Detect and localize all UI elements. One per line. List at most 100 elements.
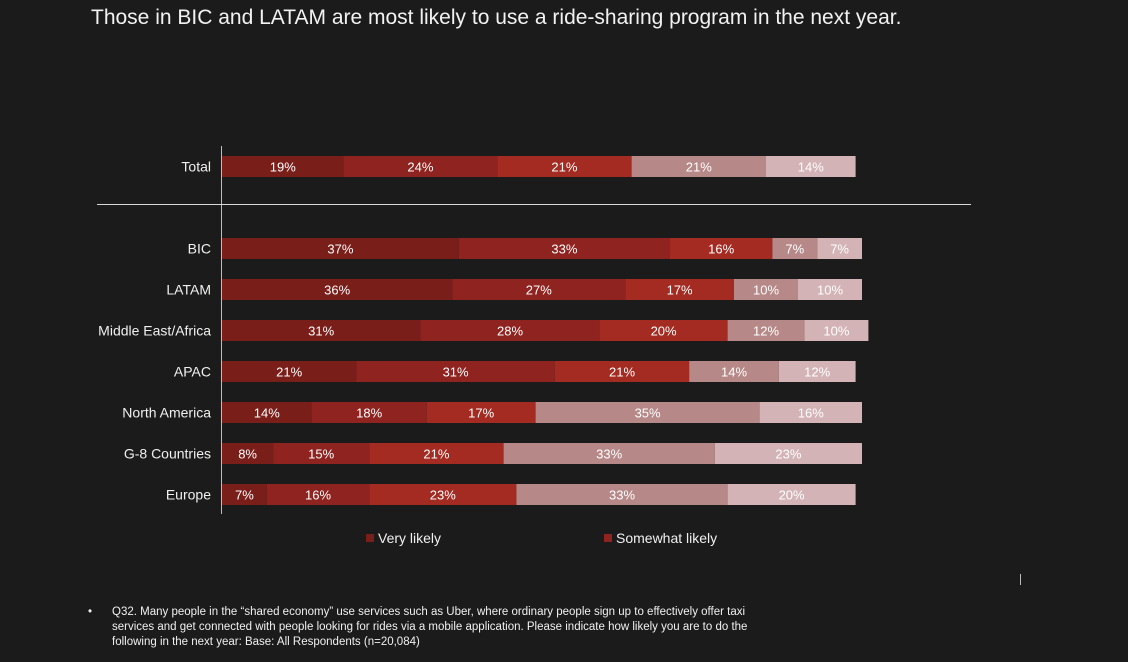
data-label-north-america-5: 16% bbox=[798, 406, 824, 421]
bar-segment-total-4 bbox=[631, 156, 766, 177]
data-label-latam-2: 27% bbox=[526, 283, 552, 298]
data-label-apac-3: 21% bbox=[609, 365, 635, 380]
data-label-europe-4: 33% bbox=[609, 488, 635, 503]
bar-segment-north-america-4 bbox=[535, 402, 760, 423]
chart-title: Those in BIC and LATAM are most likely t… bbox=[91, 6, 902, 29]
bar-segment-europe-4 bbox=[516, 484, 728, 505]
footnote: • Q32. Many people in the “shared econom… bbox=[88, 605, 788, 650]
bar-segment-middle-east-africa-3 bbox=[599, 320, 728, 341]
data-label-bic-5: 7% bbox=[830, 242, 849, 257]
legend-item-very-likely: Very likely bbox=[366, 530, 441, 546]
bar-segment-bic-4 bbox=[772, 238, 818, 259]
bar-segment-apac-2 bbox=[356, 361, 555, 382]
bar-segment-g-8-countries-2 bbox=[273, 443, 370, 464]
bar-segment-latam-1 bbox=[222, 279, 453, 300]
footnote-text: Q32. Many people in the “shared economy”… bbox=[112, 606, 748, 648]
data-label-apac-1: 21% bbox=[276, 365, 302, 380]
legend-swatch-somewhat-likely bbox=[604, 534, 612, 542]
footnote-bullet: • bbox=[88, 606, 93, 618]
data-label-apac-4: 14% bbox=[721, 365, 747, 380]
bar-segment-north-america-5 bbox=[759, 402, 862, 423]
data-label-g-8-countries-5: 23% bbox=[775, 447, 801, 462]
bar-segment-bic-5 bbox=[817, 238, 862, 259]
category-label-europe: Europe bbox=[166, 487, 211, 503]
data-label-north-america-4: 35% bbox=[635, 406, 661, 421]
bar-segment-g-8-countries-3 bbox=[369, 443, 504, 464]
legend-label-very-likely: Very likely bbox=[378, 530, 441, 546]
bar-segment-total-3 bbox=[497, 156, 632, 177]
legend-label-somewhat-likely: Somewhat likely bbox=[616, 530, 717, 546]
bar-segment-apac-1 bbox=[222, 361, 357, 382]
bar-segment-g-8-countries-1 bbox=[222, 443, 274, 464]
bar-segment-apac-5 bbox=[778, 361, 856, 382]
data-label-north-america-3: 17% bbox=[468, 406, 494, 421]
data-label-middle-east-africa-3: 20% bbox=[651, 324, 677, 339]
bar-row-apac: 21% 31% 21% 14% 12% bbox=[222, 361, 856, 382]
bar-row-europe: 7% 16% 23% 33% 20% bbox=[222, 484, 856, 505]
category-label-apac: APAC bbox=[174, 364, 211, 380]
data-label-total-1: 19% bbox=[270, 160, 296, 175]
data-label-g-8-countries-4: 33% bbox=[596, 447, 622, 462]
data-label-bic-4: 7% bbox=[785, 242, 804, 257]
bar-segment-g-8-countries-5 bbox=[714, 443, 862, 464]
data-label-middle-east-africa-4: 12% bbox=[753, 324, 779, 339]
bar-segment-latam-2 bbox=[452, 279, 626, 300]
data-label-middle-east-africa-2: 28% bbox=[497, 324, 523, 339]
category-label-latam: LATAM bbox=[166, 282, 211, 298]
legend-swatch-very-likely bbox=[366, 534, 374, 542]
bar-segment-bic-2 bbox=[458, 238, 670, 259]
data-label-bic-2: 33% bbox=[551, 242, 577, 257]
data-label-latam-3: 17% bbox=[667, 283, 693, 298]
text-cursor bbox=[1020, 574, 1021, 585]
data-label-bic-1: 37% bbox=[327, 242, 353, 257]
bar-segment-total-2 bbox=[343, 156, 498, 177]
data-label-middle-east-africa-1: 31% bbox=[308, 324, 334, 339]
data-label-europe-1: 7% bbox=[235, 488, 254, 503]
category-label-north-america: North America bbox=[122, 405, 211, 421]
bar-row-middle-east-africa: 31% 28% 20% 12% 10% bbox=[222, 320, 869, 341]
bar-segment-latam-5 bbox=[798, 279, 862, 300]
bar-segment-north-america-3 bbox=[426, 402, 536, 423]
bar-row-total: 19% 24% 21% 21% 14% bbox=[222, 156, 856, 177]
data-label-g-8-countries-3: 21% bbox=[423, 447, 449, 462]
category-label-g-8-countries: G-8 Countries bbox=[124, 446, 211, 462]
bar-segment-north-america-1 bbox=[222, 402, 312, 423]
data-label-latam-4: 10% bbox=[753, 283, 779, 298]
bar-segment-latam-3 bbox=[625, 279, 734, 300]
data-label-europe-2: 16% bbox=[305, 488, 331, 503]
bar-segment-middle-east-africa-2 bbox=[420, 320, 600, 341]
bar-segment-g-8-countries-4 bbox=[503, 443, 715, 464]
bar-segment-bic-1 bbox=[222, 238, 459, 259]
bar-row-bic: 37% 33% 16% 7% 7% bbox=[222, 238, 862, 259]
bar-segment-europe-1 bbox=[222, 484, 267, 505]
data-label-apac-5: 12% bbox=[804, 365, 830, 380]
bar-segment-europe-2 bbox=[266, 484, 370, 505]
category-label-middle-east-africa: Middle East/Africa bbox=[98, 323, 211, 339]
bar-segment-latam-4 bbox=[734, 279, 798, 300]
data-label-north-america-1: 14% bbox=[254, 406, 280, 421]
data-label-latam-5: 10% bbox=[817, 283, 843, 298]
bar-segment-apac-4 bbox=[689, 361, 779, 382]
bar-row-g-8-countries: 8% 15% 21% 33% 23% bbox=[222, 443, 862, 464]
data-label-middle-east-africa-5: 10% bbox=[823, 324, 849, 339]
data-label-europe-3: 23% bbox=[430, 488, 456, 503]
data-label-north-america-2: 18% bbox=[356, 406, 382, 421]
data-label-apac-2: 31% bbox=[443, 365, 469, 380]
bar-segment-middle-east-africa-5 bbox=[804, 320, 869, 341]
bar-segment-total-5 bbox=[766, 156, 856, 177]
data-label-total-4: 21% bbox=[686, 160, 712, 175]
data-label-europe-5: 20% bbox=[779, 488, 805, 503]
data-label-latam-1: 36% bbox=[324, 283, 350, 298]
bar-row-north-america: 14% 18% 17% 35% 16% bbox=[222, 402, 862, 423]
bar-segment-europe-3 bbox=[369, 484, 517, 505]
data-label-total-2: 24% bbox=[407, 160, 433, 175]
data-label-total-5: 14% bbox=[798, 160, 824, 175]
data-label-g-8-countries-1: 8% bbox=[238, 447, 257, 462]
bar-segment-bic-3 bbox=[670, 238, 773, 259]
category-labels: Total BIC LATAM Middle East/Africa APAC North… bbox=[98, 159, 211, 503]
category-label-bic: BIC bbox=[188, 241, 211, 257]
data-label-bic-3: 16% bbox=[708, 242, 734, 257]
bar-segment-north-america-2 bbox=[311, 402, 427, 423]
chart-axes bbox=[97, 146, 971, 514]
